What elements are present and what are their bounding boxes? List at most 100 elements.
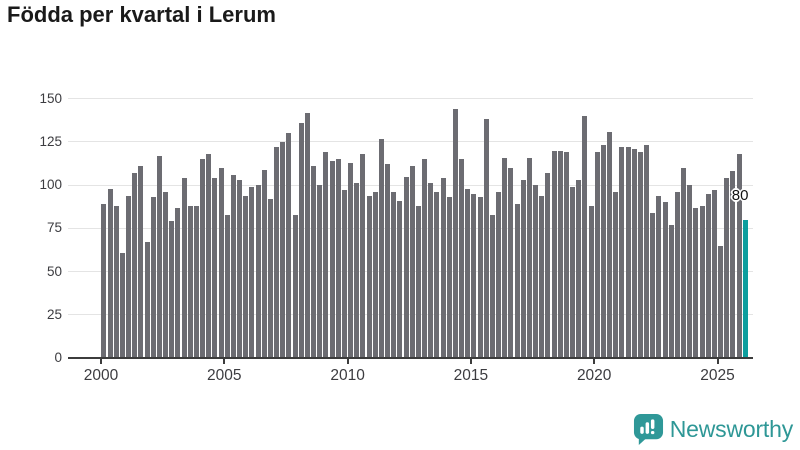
bar: [138, 166, 144, 358]
bar: [341, 190, 347, 358]
bar: [471, 193, 477, 358]
bar: [422, 159, 427, 358]
newsworthy-logo: Newsworthy: [633, 413, 793, 446]
bar: [372, 192, 378, 358]
bar: [200, 159, 205, 358]
x-tick-label: 2025: [700, 367, 735, 384]
bar: [292, 214, 298, 358]
bar: [397, 200, 403, 358]
bar: [335, 159, 341, 358]
bar: [354, 183, 360, 358]
bar: [668, 224, 674, 358]
bar: [508, 167, 514, 358]
bar: [625, 147, 631, 358]
newsworthy-logo-icon: [633, 414, 663, 445]
bar: [298, 122, 304, 358]
y-tick-label: 100: [39, 177, 62, 193]
bar: [181, 178, 187, 358]
bar: [304, 112, 310, 358]
bar: [687, 185, 693, 358]
bar: [718, 245, 724, 358]
bar: [366, 195, 372, 358]
bar: [539, 195, 545, 358]
bar: [385, 164, 390, 358]
bar: [261, 169, 267, 358]
bar: [286, 133, 292, 358]
bar: [378, 138, 384, 358]
bar: [736, 154, 742, 358]
bar: [637, 152, 643, 358]
gridline: [68, 141, 753, 143]
x-tick: [223, 357, 226, 364]
bar: [113, 205, 119, 358]
bar: [440, 178, 446, 358]
bar: [187, 205, 193, 358]
bar: [496, 192, 502, 358]
bar: [551, 150, 557, 358]
x-axis-line: [68, 357, 753, 359]
bar: [311, 166, 316, 358]
y-tick-label: 75: [46, 220, 62, 236]
x-tick-label: 2020: [576, 367, 612, 384]
bar: [230, 174, 236, 358]
y-tick-label: 150: [39, 90, 62, 106]
bar: [274, 147, 279, 358]
bar: [526, 157, 532, 358]
bar: [699, 205, 705, 358]
bar: [175, 207, 181, 358]
bar: [619, 147, 625, 358]
bar: [218, 167, 224, 358]
bar: [107, 188, 113, 358]
y-tick-label: 0: [54, 350, 62, 365]
highlighted-bar: [742, 219, 748, 358]
bar: [724, 178, 730, 358]
bar: [150, 197, 156, 358]
x-tick: [346, 357, 349, 364]
bar: [570, 186, 576, 358]
x-tick: [469, 357, 472, 364]
bar: [409, 166, 415, 358]
bar: [163, 192, 168, 358]
y-tick-label: 25: [46, 306, 62, 322]
bar: [255, 185, 261, 358]
bar: [711, 190, 717, 358]
bar: [415, 205, 421, 358]
bar: [212, 178, 218, 358]
x-tick: [716, 357, 719, 364]
bar: [169, 221, 175, 358]
x-tick: [100, 357, 102, 364]
bar: [323, 152, 329, 358]
bar: [533, 185, 539, 358]
bar: [249, 186, 255, 358]
bar: [594, 152, 600, 358]
bar: [317, 185, 323, 358]
x-tick: [593, 357, 596, 364]
bar: [348, 162, 353, 358]
bar: [224, 214, 230, 358]
bar: [514, 204, 520, 358]
bar: [545, 173, 551, 358]
bar: [280, 141, 286, 358]
bar: [267, 199, 273, 358]
x-tick-label: 2005: [207, 367, 242, 384]
bar: [674, 192, 680, 358]
bar: [705, 193, 711, 358]
bar: [144, 242, 150, 358]
bar: [459, 159, 464, 358]
newsworthy-logo-text: Newsworthy: [669, 416, 793, 442]
bar: [446, 197, 452, 358]
chart-title: Födda per kvartal i Lerum: [7, 2, 276, 27]
x-tick-label: 2000: [83, 367, 119, 384]
bar: [434, 192, 440, 358]
gridline: [68, 98, 753, 100]
bar: [489, 214, 495, 358]
bar: [119, 252, 125, 358]
bar: [483, 119, 489, 358]
bar: [588, 205, 594, 358]
bar: [329, 160, 335, 358]
bar: [730, 171, 736, 358]
x-tick-label: 2010: [330, 367, 365, 384]
highlight-value-label: 80: [731, 187, 749, 204]
